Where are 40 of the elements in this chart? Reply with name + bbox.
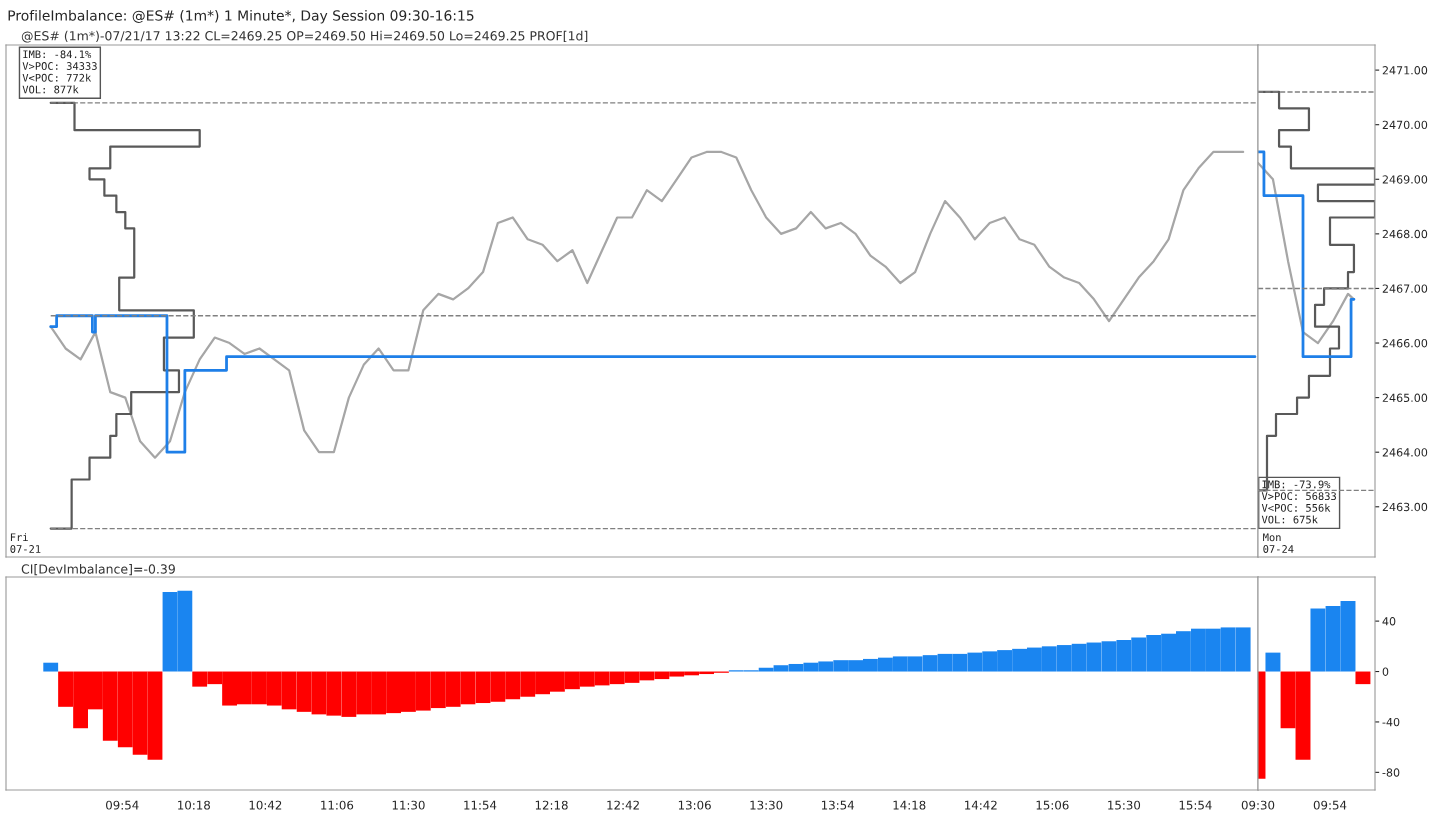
x-tick-label: 15:06 [1036,800,1069,810]
x-tick-label: 14:42 [965,800,997,810]
x-tick-label: 15:30 [1108,800,1141,810]
y-tick-label: 2470.00 [1382,120,1428,130]
x-tick-label: 10:18 [178,800,210,810]
x-tick-label: 12:18 [535,800,568,810]
bar [1265,652,1281,672]
x-tick-label: 10:42 [249,800,282,810]
y-tick-label: -80 [1382,768,1400,777]
x-tick-label: 15:54 [1179,800,1212,810]
bar [1355,671,1371,685]
x-tick-label: 13:06 [678,800,711,810]
bar [43,662,59,672]
y-tick-label: 0 [1382,667,1389,676]
chart-title: ProfileImbalance: @ES# (1m*) 1 Minute*, Day Session 09:30-16:15 [8,10,474,24]
x-tick-label: 11:06 [321,800,354,810]
y-tick-label: -40 [1382,717,1400,727]
x-tick-label: 14:18 [893,800,926,810]
x-tick-label: 09:54 [1313,800,1347,810]
annotation: Fri 07-21 [10,533,41,553]
y-tick-label: 40 [1382,617,1396,626]
y-tick-label: 2471.00 [1382,66,1428,75]
chart-title: CI[DevImbalance]=-0.39 [21,564,175,576]
x-tick-label: 09:54 [106,800,139,810]
x-tick-label: 11:54 [464,800,497,810]
x-tick-label: 12:42 [607,800,639,810]
y-tick-label: 2469.00 [1382,175,1428,184]
y-tick-label: 2465.00 [1382,393,1428,402]
annotation: Mon 07-24 [1263,533,1294,553]
x-tick-label: 09:30 [1241,800,1275,810]
y-tick-label: 2467.00 [1382,284,1428,293]
y-tick-label: 2463.00 [1382,502,1428,512]
y-tick-label: 2466.00 [1382,339,1428,348]
x-tick-label: 13:54 [821,800,855,810]
annotation: IMB: -84.1% V>POC: 34333 V<POC: 772k VOL: 877k [22,50,97,94]
y-tick-label: 2468.00 [1382,229,1428,239]
x-tick-label: 11:30 [392,800,425,810]
y-tick-label: 2464.00 [1382,448,1428,457]
chart-subtitle: @ES# (1m*)-07/21/17 13:22 CL=2469.25 OP=2469.50 Hi=2469.50 Lo=2469.25 PROF[1d] [21,30,588,43]
x-tick-label: 13:30 [750,800,783,810]
